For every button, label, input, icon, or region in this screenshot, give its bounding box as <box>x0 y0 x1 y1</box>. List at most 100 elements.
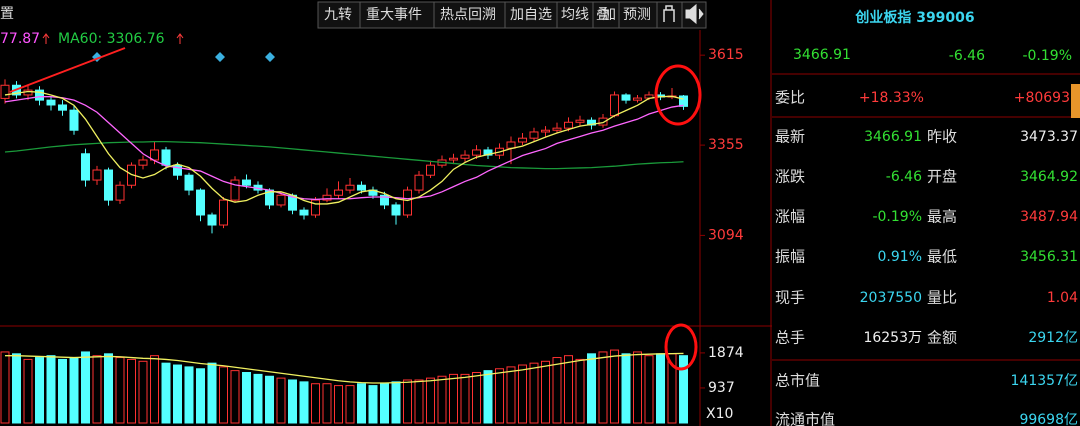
toolbar-button[interactable]: 均线 <box>561 7 589 23</box>
volume-bar <box>265 375 274 424</box>
candle-body <box>483 149 493 156</box>
toolbar-button[interactable]: 预测 <box>623 7 651 23</box>
volume-bar <box>529 362 539 424</box>
volume-bar <box>679 355 688 424</box>
candle-body <box>173 164 182 176</box>
candle-body <box>276 194 286 206</box>
toolbar-button[interactable]: 加自选 <box>510 7 552 23</box>
candle-body <box>564 121 573 129</box>
candle-body <box>391 204 401 216</box>
field-label: 最新 <box>775 128 805 146</box>
volume-bar <box>81 351 90 424</box>
candle-body <box>518 137 527 143</box>
field-label: 昨收 <box>927 128 957 146</box>
candle-body <box>334 189 343 196</box>
volume-bar <box>69 357 79 424</box>
field-value: -6.46 <box>886 169 922 185</box>
field-label: 涨幅 <box>775 208 805 226</box>
field-value: 16253万 <box>863 330 922 346</box>
volume-tick-label: 937 <box>708 380 735 396</box>
candle-body <box>449 157 458 161</box>
volume-bar <box>207 362 217 424</box>
event-marker[interactable] <box>92 52 275 62</box>
toolbar <box>317 1 707 29</box>
volume-bar <box>483 370 493 424</box>
candle-body <box>35 89 44 101</box>
ma60-line <box>4 140 684 170</box>
field-label: 振幅 <box>775 248 805 266</box>
volume-unit: X10 <box>706 406 733 422</box>
candle-body <box>0 84 10 99</box>
volume-bar <box>127 358 136 424</box>
field-label: 总市值 <box>775 372 820 390</box>
field-label: 流通市值 <box>775 411 835 426</box>
field-value: 99698亿 <box>1019 412 1078 426</box>
field-label: 开盘 <box>927 168 957 186</box>
candle-body <box>529 131 539 139</box>
field-label: 委比 <box>775 89 805 107</box>
last-price: 3466.91 <box>793 47 851 63</box>
field-value: 2912亿 <box>1028 330 1078 346</box>
toolbar-button[interactable]: 叠加 <box>596 7 616 23</box>
change: -6.46 <box>949 48 985 64</box>
volume-bar <box>552 357 562 424</box>
field-value: 3466.91 <box>864 129 922 145</box>
y-tick-label: 3355 <box>708 137 744 153</box>
volume-bar <box>276 377 286 424</box>
field-value: -0.19% <box>872 209 922 225</box>
y-tick-label: 3094 <box>708 227 744 243</box>
candle-body <box>81 153 90 181</box>
field-label: 金额 <box>927 329 957 347</box>
volume-bar <box>23 358 33 424</box>
field-value: 3464.92 <box>1020 169 1078 185</box>
ma5-line <box>4 90 684 205</box>
volume-bar <box>334 385 343 424</box>
volume-bar <box>322 383 332 424</box>
volume-bar <box>161 362 171 424</box>
change-pct: -0.19% <box>1022 48 1072 64</box>
volume-bar <box>587 353 596 424</box>
volume-bar <box>621 353 631 424</box>
toolbar-button[interactable]: 热点回溯 <box>440 7 496 23</box>
candle-body <box>311 199 320 216</box>
candle-body <box>357 184 366 191</box>
volume-bar <box>518 364 527 424</box>
ratio-bar <box>1071 84 1080 118</box>
corner-label: 置 <box>0 6 14 22</box>
volume-bar <box>173 364 182 424</box>
volume-bar <box>104 353 113 424</box>
volume-bar <box>12 353 21 424</box>
volume-bar <box>449 373 458 424</box>
candle-body <box>196 189 205 216</box>
volume-bar <box>472 372 481 424</box>
ma-legend: 77.87 <box>0 31 40 47</box>
volume-bar <box>58 358 67 424</box>
candle-body <box>552 127 562 131</box>
volume-bar <box>633 351 642 424</box>
volume-bar <box>426 377 435 424</box>
ma-legend: MA60: 3306.76 <box>58 31 165 47</box>
candle-body <box>46 99 56 106</box>
candle-body <box>587 119 596 126</box>
up-arrow <box>176 33 184 44</box>
volume-bar <box>184 366 194 424</box>
volume-bar <box>35 357 44 424</box>
field-value: 0.91% <box>878 249 922 265</box>
field-value: 3473.37 <box>1020 129 1078 145</box>
volume-tick-label: 1874 <box>708 345 744 361</box>
sound-icon[interactable] <box>685 3 704 25</box>
volume-bar <box>575 358 585 424</box>
toolbar-button[interactable]: 九转 <box>324 7 352 23</box>
volume-bar <box>495 368 504 424</box>
lock-icon[interactable] <box>663 5 675 22</box>
field-value: 2037550 <box>860 290 922 306</box>
volume-bar <box>644 355 654 424</box>
candle-body <box>506 141 516 149</box>
field-label: 最高 <box>927 208 957 226</box>
candle-body <box>69 109 79 131</box>
volume-bar <box>138 360 148 424</box>
y-tick-label: 3615 <box>708 47 744 63</box>
up-arrow <box>42 33 50 44</box>
toolbar-button[interactable]: 重大事件 <box>366 7 422 23</box>
